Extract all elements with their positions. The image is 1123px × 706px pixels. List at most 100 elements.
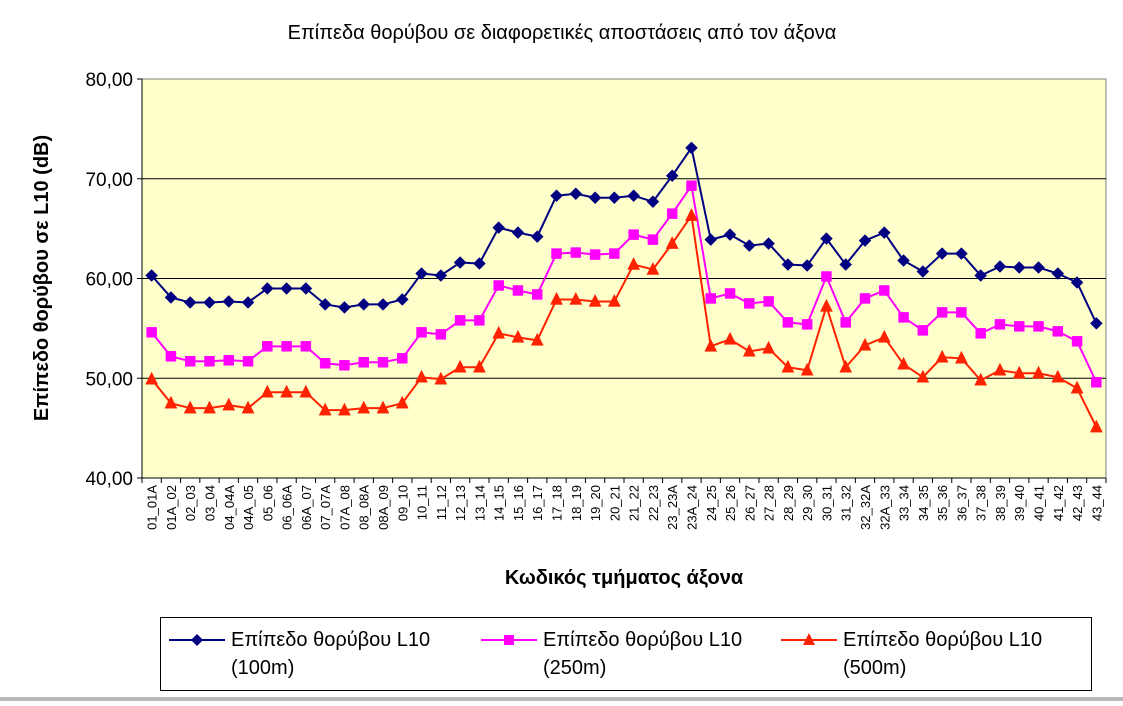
data-point [646,195,660,209]
data-point [531,289,543,300]
data-point [974,372,988,386]
data-point [666,208,678,219]
x-tick-label: 32A_33 [877,485,892,530]
data-point [416,327,427,338]
legend-label-250m: Επίπεδο θορύβου L10 (250m) [543,629,743,679]
data-point [917,325,929,336]
x-tick-label: 02_03 [183,485,198,521]
x-tick-label: 04A_05 [241,485,256,530]
data-point [898,312,909,323]
x-tick-label: 35_36 [935,485,950,521]
legend-swatch-500m [781,633,837,645]
x-tick-label: 01A_02 [164,485,179,530]
data-point [742,239,756,252]
x-tick-label: 23A_24 [684,485,699,530]
data-point [705,293,717,304]
data-point [685,141,698,155]
data-point [511,226,525,239]
y-tick-label: 80,00 [85,70,133,91]
data-point [183,400,197,414]
data-point [840,317,851,328]
data-point [1070,380,1084,394]
x-tick-label: 14_15 [492,485,507,521]
data-point [530,230,544,243]
data-point [454,315,466,326]
y-axis: 40,00 50,00 60,00 70,00 80,00 [85,70,143,490]
data-point [472,359,486,373]
data-point [839,359,853,373]
legend-swatch-marker [191,634,203,646]
x-tick-label: 04_04A [222,485,237,530]
legend-swatch-100m [169,634,225,646]
data-point [434,269,448,282]
data-point [686,180,697,191]
data-point [800,362,814,376]
data-point [627,256,641,270]
x-tick-label: 41_42 [1051,485,1066,521]
data-point [897,356,910,370]
data-point [877,226,891,239]
data-point [724,288,736,299]
x-tick-label: 12_13 [453,485,468,521]
data-point [821,271,832,282]
data-point [1051,267,1065,280]
data-point [203,400,216,414]
y-axis-label: Επίπεδο θορύβου σε L10 (dB) [31,135,53,421]
legend-swatch-250m [481,635,537,645]
data-point [512,285,524,296]
data-point [511,329,525,343]
data-point [665,236,679,249]
data-point [241,296,255,309]
data-point [260,282,274,295]
data-point [164,291,178,304]
data-point [570,247,582,258]
series-2 [145,208,1103,433]
data-point [319,358,331,369]
data-point [839,258,853,271]
data-point [203,296,216,309]
data-point [782,317,794,328]
data-point [550,291,563,305]
x-tick-label: 34_35 [916,485,931,521]
x-tick-label: 24_25 [704,485,719,521]
data-point [935,349,949,363]
data-point [223,355,235,366]
data-point [954,350,968,364]
data-point [395,293,409,306]
x-tick-label: 37_38 [974,485,989,521]
data-point [338,402,351,416]
data-point [145,269,158,282]
data-point [742,343,756,357]
x-tick-label: 06_06A [280,485,295,530]
x-tick-label: 31_32 [839,485,854,521]
x-tick-label: 19_20 [588,485,603,521]
x-tick-label: 38_39 [993,485,1008,521]
data-point [395,395,409,409]
x-axis-label: Κωδικός τμήματος άξονα [505,567,744,589]
data-point [376,298,390,311]
data-point [1051,369,1065,383]
x-tick-label: 27_28 [762,485,777,521]
data-point [1012,365,1026,379]
data-point [453,256,467,269]
data-point [994,319,1006,330]
x-tick-label: 01_01A [145,485,160,530]
data-point [974,269,988,282]
data-point [299,384,313,398]
data-point [260,384,274,398]
legend-swatch-marker [803,633,815,645]
x-tick-label: 07A_08 [337,485,352,530]
data-point [956,307,967,318]
legend: Επίπεδο θορύβου L10 (100m) Επίπεδο θορύβ… [160,617,1092,691]
data-point [493,280,504,291]
data-point [318,298,332,311]
data-point [1032,365,1045,379]
data-point [397,353,408,364]
x-axis: 01_01A 01A_02 02_03 03_04 04_04A 04A_05 05_06 0… [141,477,1107,530]
data-point [473,257,486,270]
data-point [280,282,293,295]
data-point [146,327,157,338]
legend-label-100m: Επίπεδο θορύβου L10 (100m) [231,629,431,679]
data-point [357,400,371,414]
